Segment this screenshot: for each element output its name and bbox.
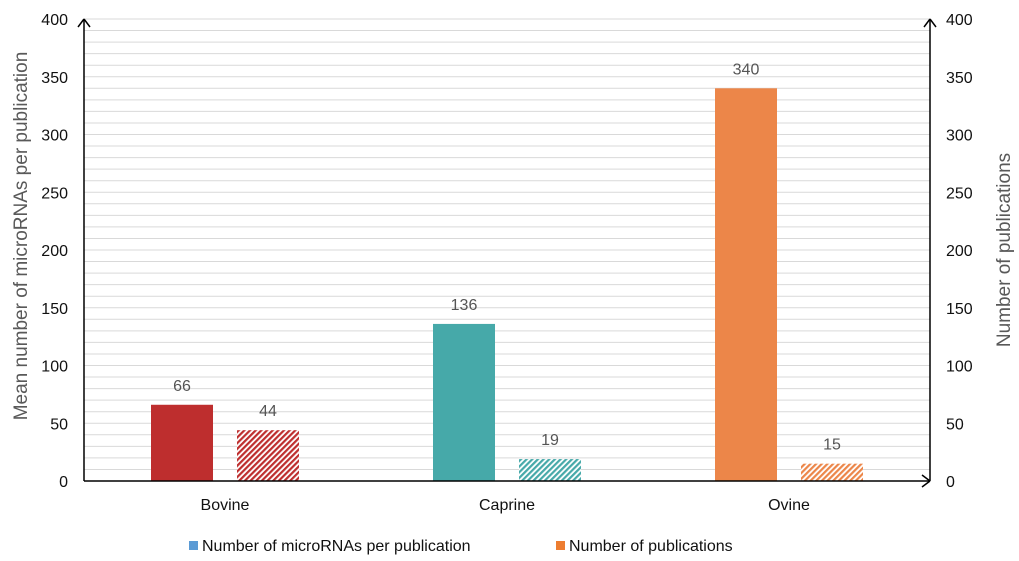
x-axis-arrow (921, 474, 931, 482)
legend-swatch (189, 541, 198, 550)
bar-caprine-publications (519, 459, 581, 481)
y2-axis-label: Number of publications (994, 153, 1015, 347)
right-axis-arrow (929, 18, 937, 28)
y2-tick-label: 300 (946, 128, 973, 145)
grid-lines (84, 18, 930, 470)
bar-bovine-publications (237, 430, 299, 481)
legend-label: Number of publications (569, 538, 733, 555)
y-tick-label: 50 (50, 416, 68, 433)
data-labels: 66 44 Bovine 136 19 Caprine 340 15 Ovine (173, 61, 841, 514)
y-tick-label: 150 (41, 301, 68, 318)
y2-tick-label: 0 (946, 474, 955, 491)
y2-tick-label: 350 (946, 70, 973, 87)
y-tick-label: 0 (59, 474, 68, 491)
y-tick-label: 400 (41, 12, 68, 29)
y-axis-label: Mean number of microRNAs per publication (11, 52, 32, 421)
right-axis-arrow (923, 18, 931, 28)
legend-swatch (556, 541, 565, 550)
data-label: 136 (451, 297, 478, 314)
y2-tick-label: 250 (946, 185, 973, 202)
tick-labels: 0 50 100 150 200 250 300 350 400 0 50 100 150 200 250 3… (41, 12, 973, 491)
legend: Number of microRNAs per publication Numbe… (189, 538, 733, 555)
y-tick-label: 250 (41, 185, 68, 202)
y2-tick-label: 150 (946, 301, 973, 318)
category-label: Ovine (768, 497, 810, 514)
bar-caprine-microrna-count (433, 323, 495, 481)
axes (77, 18, 937, 488)
y-tick-label: 350 (41, 70, 68, 87)
y-tick-label: 300 (41, 128, 68, 145)
bar-bovine-microrna-count (151, 404, 213, 481)
left-axis-arrow (83, 18, 91, 28)
data-label: 15 (823, 437, 841, 454)
category-label: Bovine (201, 497, 250, 514)
data-label: 44 (259, 403, 277, 420)
y-tick-label: 200 (41, 243, 68, 260)
x-axis-arrow (921, 480, 931, 488)
bar-ovine-publications (801, 463, 863, 481)
left-axis-arrow (77, 18, 85, 28)
data-label: 66 (173, 378, 191, 395)
bars (151, 88, 863, 482)
y2-tick-label: 200 (946, 243, 973, 260)
category-label: Caprine (479, 497, 535, 514)
y-tick-label: 100 (41, 359, 68, 376)
y2-tick-label: 100 (946, 359, 973, 376)
data-label: 340 (733, 61, 760, 78)
data-label: 19 (541, 432, 559, 449)
y2-tick-label: 50 (946, 416, 964, 433)
bar-ovine-microrna-count (715, 88, 777, 482)
y2-tick-label: 400 (946, 12, 973, 29)
legend-label: Number of microRNAs per publication (202, 538, 471, 555)
